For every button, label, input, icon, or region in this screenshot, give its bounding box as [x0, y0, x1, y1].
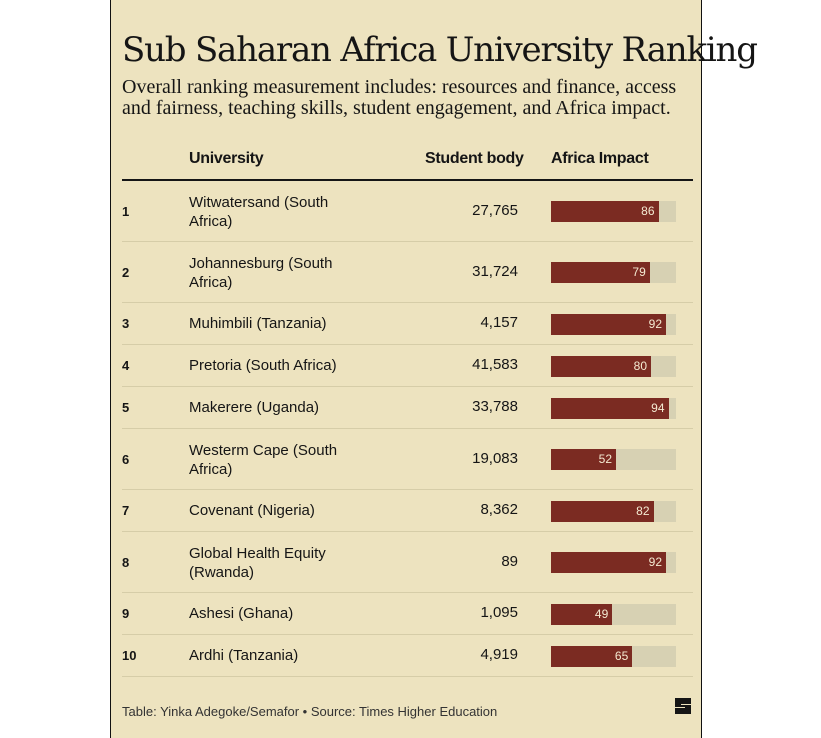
impact-bar-track: 86 [551, 201, 676, 222]
student-body-cell: 89 [501, 552, 518, 570]
university-cell: Johannesburg (South Africa) [189, 254, 333, 291]
impact-bar-track: 94 [551, 397, 676, 419]
header-rule [122, 179, 693, 181]
table-row: 3 Muhimbili (Tanzania) 4,157 92 [122, 303, 693, 345]
rank-cell: 4 [122, 358, 130, 373]
chart-card: Sub Saharan Africa University Ranking Ov… [110, 0, 758, 738]
university-cell: Global Health Equity (Rwanda) [189, 544, 326, 581]
rank-cell: 10 [122, 648, 137, 663]
table-row: 5 Makerere (Uganda) 33,788 94 [122, 387, 693, 429]
university-cell: Westerm Cape (South Africa) [189, 441, 338, 478]
impact-bar: 52 [551, 449, 616, 470]
chart-title: Sub Saharan Africa University Ranking [122, 30, 758, 70]
impact-value-label: 94 [651, 400, 665, 415]
chart-subtitle: Overall ranking measurement includes: re… [122, 76, 677, 119]
impact-bar: 79 [551, 262, 650, 283]
rank-cell: 1 [122, 203, 130, 219]
impact-bar: 65 [551, 645, 633, 667]
impact-value-label: 52 [598, 452, 612, 466]
student-body-cell: 8,362 [480, 501, 518, 518]
student-body-cell: 19,083 [472, 449, 518, 467]
university-cell: Pretoria (South Africa) [189, 357, 337, 374]
university-cell: Covenant (Nigeria) [189, 502, 315, 519]
student-body-cell: 31,724 [472, 262, 518, 280]
student-body-cell: 27,765 [472, 201, 518, 219]
rank-cell: 2 [122, 264, 130, 280]
table-row: 9 Ashesi (Ghana) 1,095 49 [122, 593, 693, 635]
impact-value-label: 86 [641, 204, 655, 218]
impact-bar: 86 [551, 201, 659, 222]
rank-cell: 7 [122, 503, 130, 518]
impact-bar-track: 82 [551, 500, 676, 522]
header-student-body: Student body [425, 150, 524, 167]
rank-cell: 9 [122, 606, 130, 621]
impact-bar-track: 92 [551, 552, 676, 573]
student-body-cell: 41,583 [472, 356, 518, 373]
impact-bar: 82 [551, 500, 654, 522]
impact-value-label: 49 [594, 606, 609, 621]
impact-bar: 49 [551, 603, 613, 625]
impact-bar: 80 [551, 355, 651, 377]
impact-bar-track: 49 [551, 603, 676, 625]
impact-value-label: 92 [648, 555, 662, 569]
header-university: University [189, 150, 264, 167]
impact-bar: 92 [551, 552, 666, 573]
impact-bar-track: 92 [551, 313, 676, 335]
table-row: 7 Covenant (Nigeria) 8,362 82 [122, 490, 693, 532]
impact-bar-track: 80 [551, 355, 676, 377]
semafor-logo-icon [675, 698, 691, 714]
university-cell: Ardhi (Tanzania) [189, 647, 299, 664]
impact-value-label: 65 [614, 648, 629, 663]
rank-cell: 8 [122, 554, 130, 570]
table-row: 6 Westerm Cape (South Africa) 19,083 52 [122, 429, 693, 490]
impact-value-label: 92 [648, 316, 662, 331]
impact-bar: 94 [551, 397, 669, 419]
university-cell: Witwatersand (South Africa) [189, 193, 329, 230]
rank-cell: 5 [122, 400, 130, 415]
impact-bar-track: 52 [551, 449, 676, 470]
table-row: 2 Johannesburg (South Africa) 31,724 79 [122, 242, 693, 303]
university-cell: Ashesi (Ghana) [189, 605, 294, 622]
impact-value-label: 80 [633, 358, 647, 373]
student-body-cell: 1,095 [480, 604, 518, 621]
student-body-cell: 4,157 [480, 314, 518, 331]
student-body-cell: 4,919 [480, 646, 518, 663]
table-row: 1 Witwatersand (South Africa) 27,765 86 [122, 181, 693, 242]
source-footer: Table: Yinka Adegoke/Semafor • Source: T… [122, 704, 498, 719]
table-row: 4 Pretoria (South Africa) 41,583 80 [122, 345, 693, 387]
university-cell: Muhimbili (Tanzania) [189, 315, 327, 332]
impact-bar: 92 [551, 313, 666, 335]
impact-bar-track: 65 [551, 645, 676, 667]
rank-cell: 6 [122, 451, 130, 467]
impact-bar-track: 79 [551, 262, 676, 283]
impact-value-label: 79 [632, 265, 646, 279]
rank-cell: 3 [122, 316, 130, 331]
impact-value-label: 82 [636, 503, 650, 518]
table-row: 10 Ardhi (Tanzania) 4,919 65 [122, 635, 693, 677]
table-row: 8 Global Health Equity (Rwanda) 89 92 [122, 532, 693, 593]
student-body-cell: 33,788 [472, 398, 518, 415]
header-africa-impact: Africa Impact [551, 150, 649, 167]
university-cell: Makerere (Uganda) [189, 399, 320, 416]
